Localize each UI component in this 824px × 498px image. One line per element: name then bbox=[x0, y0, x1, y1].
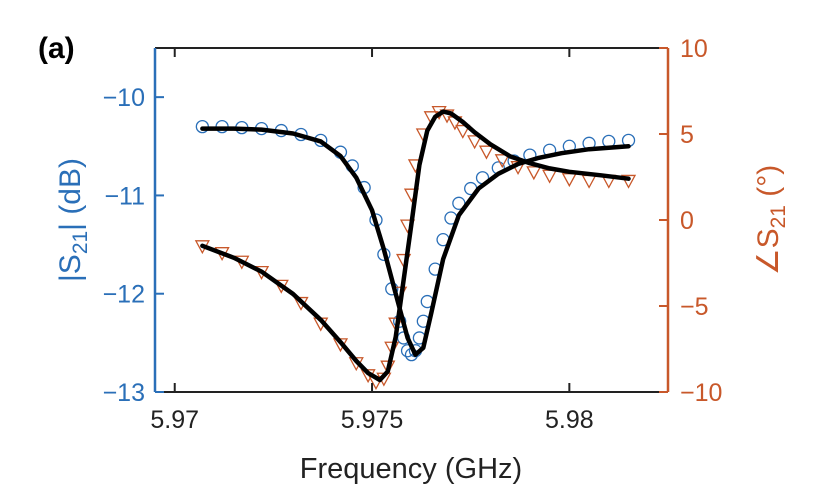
x-tick-label: 5.975 bbox=[341, 406, 404, 434]
right-tick-label: 10 bbox=[680, 35, 708, 63]
right-tick-label: 5 bbox=[680, 121, 694, 149]
left-tick-label: −13 bbox=[103, 379, 145, 407]
right-tick-label: −5 bbox=[680, 293, 709, 321]
data-point-phase bbox=[380, 360, 396, 375]
left-tick-label: −11 bbox=[104, 182, 145, 210]
data-point-phase bbox=[467, 135, 483, 150]
left-axis-label-sub: 21 bbox=[69, 231, 92, 254]
right-axis-label-sub: 21 bbox=[767, 205, 790, 228]
right-axis-label-prefix: ∠S bbox=[752, 228, 785, 275]
data-point-phase bbox=[542, 169, 558, 184]
right-axis-label: ∠S21 (°) bbox=[752, 165, 790, 276]
left-tick-label: −12 bbox=[103, 281, 145, 309]
data-point-phase bbox=[439, 109, 455, 124]
right-axis-label-suffix: (°) bbox=[752, 165, 785, 205]
left-axis-label: |S21| (dB) bbox=[54, 158, 92, 282]
x-axis-label: Frequency (GHz) bbox=[300, 453, 522, 485]
data-point-phase bbox=[494, 154, 510, 169]
series-layer bbox=[194, 105, 637, 391]
data-point-phase bbox=[526, 166, 542, 181]
data-point-phase bbox=[620, 174, 637, 189]
data-point-phase bbox=[455, 124, 471, 139]
right-tick-label: −10 bbox=[680, 379, 722, 407]
panel-label: (a) bbox=[38, 32, 75, 65]
data-point-phase bbox=[561, 173, 577, 188]
left-axis-label-prefix: |S bbox=[54, 254, 87, 282]
data-point-phase bbox=[478, 145, 495, 160]
tick-layer: 5.97 5.975 5.98 −13 −12 −11 −10 −10 −5 0 5 10 bbox=[103, 35, 723, 434]
data-point-phase bbox=[581, 174, 597, 189]
right-tick-label: 0 bbox=[680, 207, 694, 235]
x-tick-label: 5.97 bbox=[150, 406, 199, 434]
fit-line-left bbox=[200, 126, 631, 357]
left-tick-label: −10 bbox=[103, 84, 145, 112]
left-axis-label-suffix: | (dB) bbox=[54, 158, 87, 231]
x-tick-label: 5.98 bbox=[545, 406, 594, 434]
